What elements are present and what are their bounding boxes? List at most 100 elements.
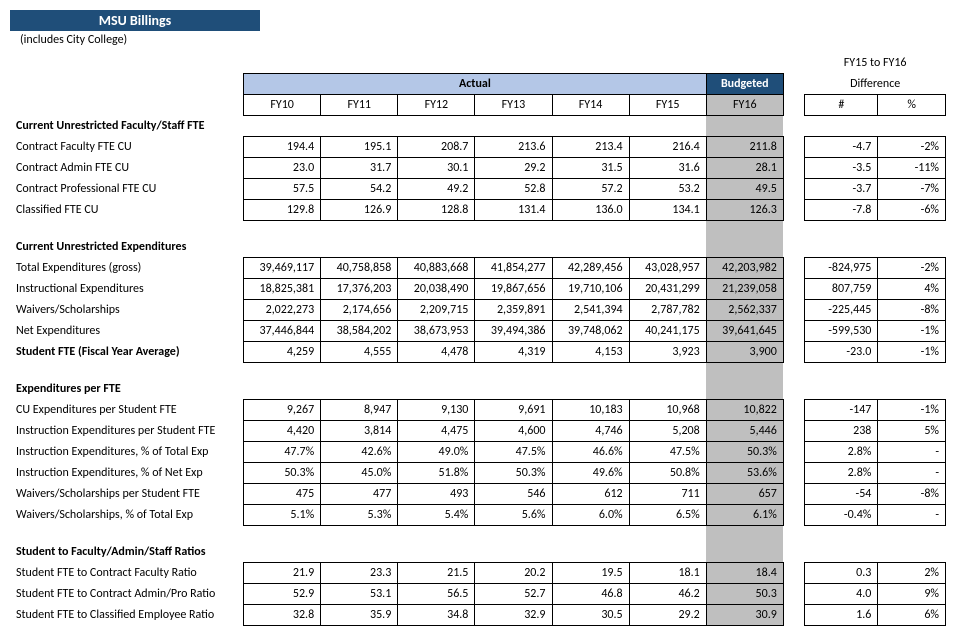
data-cell: 39,641,645 xyxy=(706,321,783,342)
row-label: CU Expenditures per Student FTE xyxy=(10,400,244,421)
data-cell: 45.0% xyxy=(321,463,398,484)
diff-cell: -824,975 xyxy=(805,258,878,279)
data-cell: 4,420 xyxy=(244,421,321,442)
col-fy12: FY12 xyxy=(398,95,475,116)
pct-cell: -11% xyxy=(878,158,946,179)
data-cell: 34.8 xyxy=(398,605,475,626)
row-label: Contract Faculty FTE CU xyxy=(10,137,244,158)
pct-cell: -1% xyxy=(878,342,946,363)
data-cell: 5.6% xyxy=(475,505,552,526)
data-cell: 8,947 xyxy=(321,400,398,421)
data-cell: 18,825,381 xyxy=(244,279,321,300)
data-cell: 3,900 xyxy=(706,342,783,363)
data-cell: 50.3% xyxy=(706,442,783,463)
data-cell: 2,022,273 xyxy=(244,300,321,321)
data-cell: 41,854,277 xyxy=(475,258,552,279)
data-cell: 47.5% xyxy=(629,442,706,463)
data-cell: 46.8 xyxy=(552,584,629,605)
data-cell: 136.0 xyxy=(552,200,629,221)
data-cell: 49.5 xyxy=(706,179,783,200)
diff-cell: -54 xyxy=(805,484,878,505)
data-cell: 475 xyxy=(244,484,321,505)
data-cell: 4,555 xyxy=(321,342,398,363)
data-cell: 10,183 xyxy=(552,400,629,421)
data-cell: 126.9 xyxy=(321,200,398,221)
pct-cell: 2% xyxy=(878,563,946,584)
data-cell: 128.8 xyxy=(398,200,475,221)
data-cell: 134.1 xyxy=(629,200,706,221)
data-cell: 2,562,337 xyxy=(706,300,783,321)
diff-cell: -0.4% xyxy=(805,505,878,526)
row-label: Student FTE to Contract Faculty Ratio xyxy=(10,563,244,584)
data-cell: 213.4 xyxy=(552,137,629,158)
data-cell: 31.7 xyxy=(321,158,398,179)
data-cell: 21.9 xyxy=(244,563,321,584)
data-cell: 47.5% xyxy=(475,442,552,463)
row-label: Instruction Expenditures, % of Total Exp xyxy=(10,442,244,463)
pct-cell: 6% xyxy=(878,605,946,626)
row-label: Instruction Expenditures, % of Net Exp xyxy=(10,463,244,484)
data-cell: 3,923 xyxy=(629,342,706,363)
data-cell: 657 xyxy=(706,484,783,505)
data-cell: 17,376,203 xyxy=(321,279,398,300)
data-cell: 43,028,957 xyxy=(629,258,706,279)
budgeted-header: Budgeted xyxy=(706,74,783,95)
data-cell: 21.5 xyxy=(398,563,475,584)
data-cell: 52.8 xyxy=(475,179,552,200)
row-label: Waivers/Scholarships, % of Total Exp xyxy=(10,505,244,526)
data-cell: 30.9 xyxy=(706,605,783,626)
data-cell: 4,746 xyxy=(552,421,629,442)
data-cell: 2,174,656 xyxy=(321,300,398,321)
data-cell: 57.2 xyxy=(552,179,629,200)
data-cell: 30.1 xyxy=(398,158,475,179)
diff-cell: 0.3 xyxy=(805,563,878,584)
col-fy11: FY11 xyxy=(321,95,398,116)
data-cell: 39,494,386 xyxy=(475,321,552,342)
page-subtitle: (includes City College) xyxy=(10,31,946,49)
data-cell: 53.2 xyxy=(629,179,706,200)
data-cell: 38,673,953 xyxy=(398,321,475,342)
data-cell: 42,289,456 xyxy=(552,258,629,279)
diff-cell: -225,445 xyxy=(805,300,878,321)
diff-cell: 1.6 xyxy=(805,605,878,626)
diff-cell: -4.7 xyxy=(805,137,878,158)
data-cell: 546 xyxy=(475,484,552,505)
data-cell: 6.5% xyxy=(629,505,706,526)
data-cell: 2,541,394 xyxy=(552,300,629,321)
data-cell: 39,469,117 xyxy=(244,258,321,279)
data-cell: 40,241,175 xyxy=(629,321,706,342)
diff-cell: 2.8% xyxy=(805,463,878,484)
data-cell: 4,478 xyxy=(398,342,475,363)
row-label: Student FTE to Classified Employee Ratio xyxy=(10,605,244,626)
data-cell: 42,203,982 xyxy=(706,258,783,279)
pct-cell: - xyxy=(878,463,946,484)
data-cell: 47.7% xyxy=(244,442,321,463)
difference-header: Difference xyxy=(805,74,946,95)
data-cell: 20,038,490 xyxy=(398,279,475,300)
data-cell: 20,431,299 xyxy=(629,279,706,300)
pct-cell: -2% xyxy=(878,258,946,279)
data-cell: 31.6 xyxy=(629,158,706,179)
row-label: Waivers/Scholarships per Student FTE xyxy=(10,484,244,505)
data-cell: 2,359,891 xyxy=(475,300,552,321)
data-cell: 208.7 xyxy=(398,137,475,158)
section-header: Current Unrestricted Faculty/Staff FTE xyxy=(10,116,244,137)
data-cell: 56.5 xyxy=(398,584,475,605)
diff-cell: -147 xyxy=(805,400,878,421)
pct-cell: - xyxy=(878,505,946,526)
pct-cell: 5% xyxy=(878,421,946,442)
diff-cell: -599,530 xyxy=(805,321,878,342)
row-label: Total Expenditures (gross) xyxy=(10,258,244,279)
data-cell: 126.3 xyxy=(706,200,783,221)
section-header: Current Unrestricted Expenditures xyxy=(10,237,244,258)
data-cell: 2,787,782 xyxy=(629,300,706,321)
data-cell: 40,758,858 xyxy=(321,258,398,279)
data-cell: 129.8 xyxy=(244,200,321,221)
data-cell: 493 xyxy=(398,484,475,505)
actual-header: Actual xyxy=(244,74,707,95)
diff-cell: -23.0 xyxy=(805,342,878,363)
data-cell: 9,130 xyxy=(398,400,475,421)
data-cell: 37,446,844 xyxy=(244,321,321,342)
data-cell: 6.1% xyxy=(706,505,783,526)
data-cell: 19.5 xyxy=(552,563,629,584)
